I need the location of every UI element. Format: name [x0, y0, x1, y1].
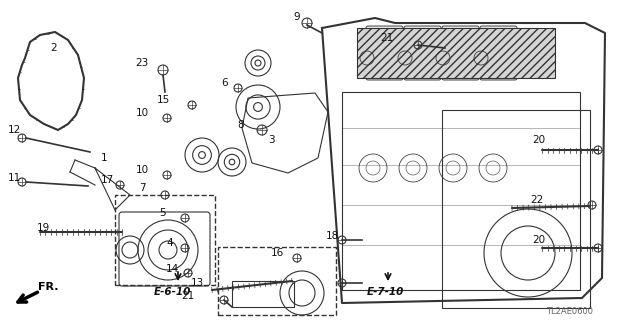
Text: 17: 17 [100, 175, 114, 185]
FancyBboxPatch shape [442, 26, 479, 80]
Text: 12: 12 [8, 125, 20, 135]
Text: 6: 6 [221, 78, 228, 88]
Text: 7: 7 [139, 183, 145, 193]
Text: E-7-10: E-7-10 [366, 287, 404, 297]
Text: 10: 10 [136, 165, 148, 175]
Text: 14: 14 [165, 264, 179, 274]
Text: 20: 20 [532, 235, 545, 245]
Text: 19: 19 [36, 223, 50, 233]
Text: 8: 8 [237, 120, 244, 130]
FancyBboxPatch shape [480, 26, 517, 80]
Text: 5: 5 [159, 208, 165, 218]
Text: 23: 23 [136, 58, 148, 68]
Text: 15: 15 [156, 95, 170, 105]
FancyBboxPatch shape [404, 26, 441, 80]
FancyBboxPatch shape [366, 26, 403, 80]
Bar [232, 281, 294, 307]
Text: E-6-10: E-6-10 [154, 287, 191, 297]
Text: 9: 9 [294, 12, 300, 22]
Text: 10: 10 [136, 108, 148, 118]
Text: 21: 21 [181, 291, 195, 301]
Text: 20: 20 [532, 135, 545, 145]
Bar [342, 92, 580, 290]
Text: 11: 11 [8, 173, 20, 183]
Text: 18: 18 [325, 231, 339, 241]
Text: 13: 13 [190, 278, 204, 288]
Text: 1: 1 [100, 153, 108, 163]
Text: 21: 21 [380, 33, 394, 43]
Bar [442, 110, 590, 308]
Text: TL2AE0600: TL2AE0600 [547, 308, 593, 316]
Bar [115, 195, 215, 285]
Text: 2: 2 [51, 43, 58, 53]
Text: 16: 16 [270, 248, 284, 258]
Bar [357, 28, 555, 78]
Text: 22: 22 [531, 195, 543, 205]
Text: 4: 4 [166, 238, 173, 248]
Bar [218, 247, 336, 315]
Text: 3: 3 [268, 135, 275, 145]
Text: FR.: FR. [38, 282, 58, 292]
